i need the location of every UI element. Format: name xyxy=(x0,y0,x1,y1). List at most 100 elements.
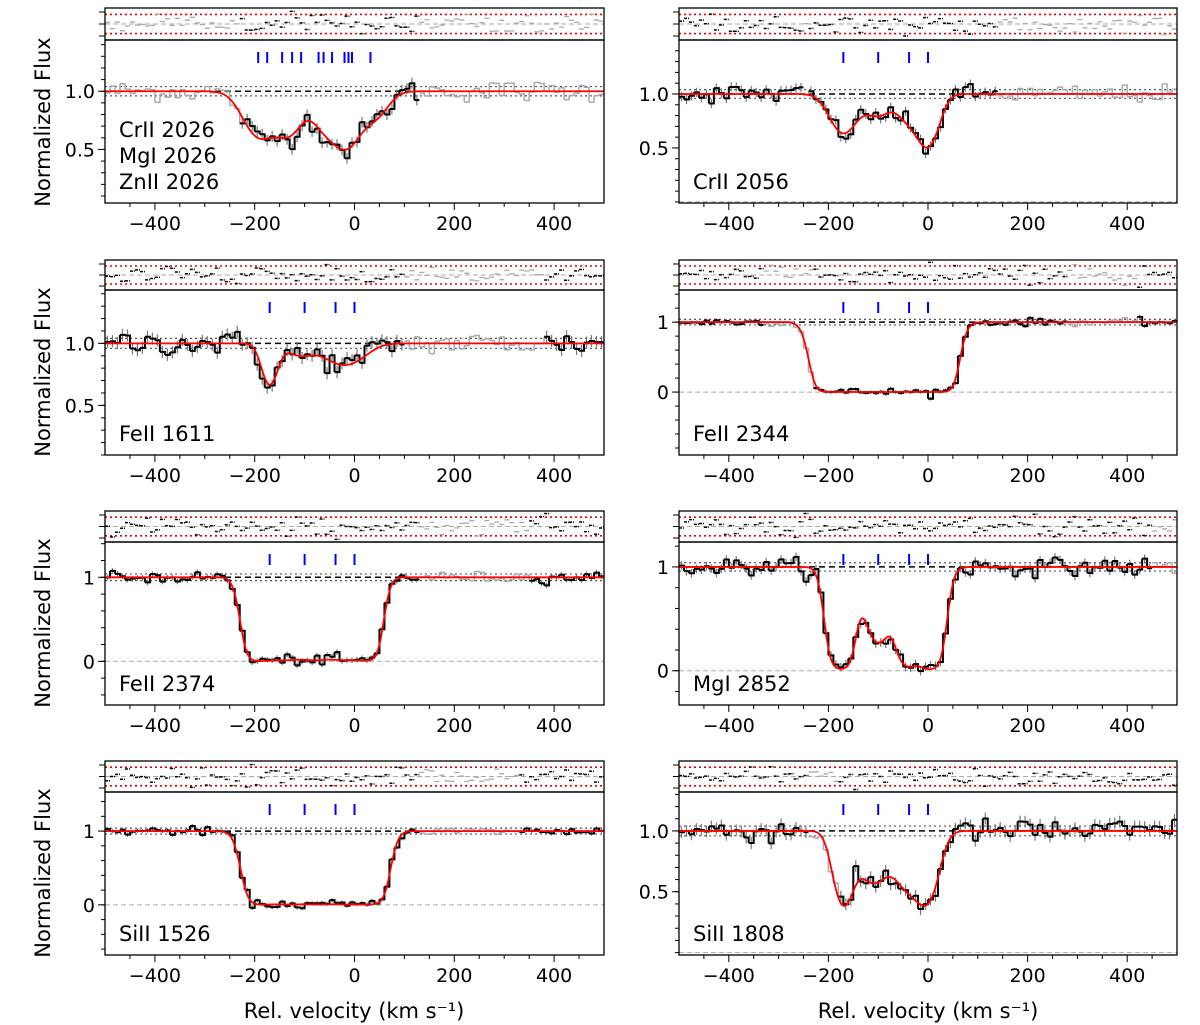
panel-plot-area xyxy=(679,765,1177,954)
x-tick-label: 0 xyxy=(922,213,934,235)
x-tick-label: 200 xyxy=(436,965,472,987)
data-spectrum xyxy=(679,315,1177,400)
spectrum-panel: −400 −200 0 200 400 0 1 MgI 2852 xyxy=(657,510,1178,737)
panel-plot-area xyxy=(105,10,604,164)
y-axis-label-row2: Normalized Flux xyxy=(31,287,55,456)
x-tick-label: 400 xyxy=(1109,465,1145,487)
x-tick-label: 400 xyxy=(536,213,572,235)
x-tick-label: −200 xyxy=(229,715,281,737)
residual-masked xyxy=(808,771,839,782)
panel-plot-area xyxy=(105,763,604,911)
spectrum-panel: −400 −200 0 200 400 0.5 1.0 CrII 2056 xyxy=(639,7,1178,235)
model-profile xyxy=(679,93,1177,149)
x-tick-label: −400 xyxy=(703,715,755,737)
y-tick-label: 0 xyxy=(657,661,669,683)
y-tick-label: 1.0 xyxy=(65,81,95,103)
y-tick-label: 0.5 xyxy=(65,395,95,417)
transition-label: SiII 1526 xyxy=(119,922,211,946)
residual-data xyxy=(679,261,1177,289)
y-tick-label: 1 xyxy=(657,312,669,334)
x-tick-label: 200 xyxy=(436,213,472,235)
y-tick-label: 1 xyxy=(83,821,95,843)
transition-label: MgI 2852 xyxy=(693,672,791,696)
panel-plot-area xyxy=(679,512,1177,676)
x-tick-label: 200 xyxy=(1009,213,1045,235)
spectrum-panel: −400 −200 0 200 400 0.5 1.0 SiII 1808 xyxy=(639,760,1178,987)
residual-masked xyxy=(419,768,520,783)
x-tick-label: −200 xyxy=(229,465,281,487)
panel-plot-area xyxy=(679,13,1177,203)
x-tick-label: −400 xyxy=(703,465,755,487)
x-tick-label: −200 xyxy=(802,965,854,987)
x-tick-label: 0 xyxy=(348,213,360,235)
transition-label: FeII 1611 xyxy=(119,422,215,446)
x-tick-label: 200 xyxy=(1009,465,1045,487)
residual-data xyxy=(239,10,420,35)
panel-plot-area xyxy=(105,263,604,394)
data-spectrum xyxy=(679,555,1153,673)
y-tick-label: 1.0 xyxy=(639,84,669,106)
masked-spectrum xyxy=(404,334,545,355)
transition-label: FeII 2344 xyxy=(693,422,789,446)
x-axis-label-left: Rel. velocity (km s⁻¹) xyxy=(244,999,465,1023)
model-profile xyxy=(105,90,604,151)
model-profile xyxy=(679,830,1177,907)
y-tick-label: 0 xyxy=(83,651,95,673)
panel-plot-area xyxy=(105,512,604,669)
y-tick-label: 1.0 xyxy=(65,333,95,355)
x-tick-label: 0 xyxy=(348,465,360,487)
transition-label: MgI 2026 xyxy=(119,144,217,168)
y-tick-label: 0.5 xyxy=(65,139,95,161)
residual-data xyxy=(105,263,604,285)
x-tick-label: −200 xyxy=(802,715,854,737)
residual-masked xyxy=(1152,519,1177,532)
residual-masked xyxy=(763,263,1138,287)
transition-label: CrII 2026 xyxy=(119,118,215,142)
x-tick-label: 0 xyxy=(348,965,360,987)
model-profile xyxy=(105,342,604,386)
x-tick-label: 400 xyxy=(1109,715,1145,737)
panel-plot-area xyxy=(679,261,1177,401)
x-tick-label: 0 xyxy=(348,715,360,737)
y-tick-label: 1 xyxy=(83,567,95,589)
x-tick-label: 400 xyxy=(1109,213,1145,235)
residual-data xyxy=(679,765,1177,791)
y-axis-label-row3: Normalized Flux xyxy=(31,538,55,707)
y-axis-label-row4: Normalized Flux xyxy=(31,788,55,957)
data-spectrum xyxy=(679,83,998,155)
model-profile xyxy=(105,576,604,662)
x-tick-label: −200 xyxy=(229,965,281,987)
x-axis-label-right: Rel. velocity (km s⁻¹) xyxy=(818,999,1039,1023)
data-spectrum xyxy=(105,825,604,910)
model-profile xyxy=(679,321,1177,393)
y-tick-label: 0.5 xyxy=(639,138,669,160)
x-tick-label: −200 xyxy=(229,213,281,235)
x-tick-label: 400 xyxy=(1109,965,1145,987)
y-tick-label: 1 xyxy=(657,557,669,579)
transition-label: CrII 2056 xyxy=(693,170,789,194)
y-axis-label-row1: Normalized Flux xyxy=(31,37,55,206)
residual-masked xyxy=(803,15,1177,36)
x-tick-label: −400 xyxy=(703,213,755,235)
x-tick-label: 400 xyxy=(536,715,572,737)
masked-spectrum xyxy=(808,835,840,897)
x-tick-label: 0 xyxy=(922,965,934,987)
masked-spectrum xyxy=(763,316,1138,389)
x-tick-label: 200 xyxy=(436,715,472,737)
transition-label: SiII 1808 xyxy=(693,922,785,946)
data-spectrum xyxy=(679,817,1177,911)
residual-masked xyxy=(419,519,530,537)
model-profile xyxy=(679,566,1177,670)
data-spectrum xyxy=(239,82,420,160)
x-tick-label: −400 xyxy=(129,965,181,987)
x-tick-label: 200 xyxy=(1009,965,1045,987)
residual-data xyxy=(679,13,998,37)
data-spectrum xyxy=(105,569,604,667)
transition-label: FeII 2374 xyxy=(119,672,215,696)
x-tick-label: −400 xyxy=(129,715,181,737)
x-tick-label: −200 xyxy=(802,465,854,487)
x-tick-label: −400 xyxy=(129,465,181,487)
model-profile xyxy=(105,830,604,906)
